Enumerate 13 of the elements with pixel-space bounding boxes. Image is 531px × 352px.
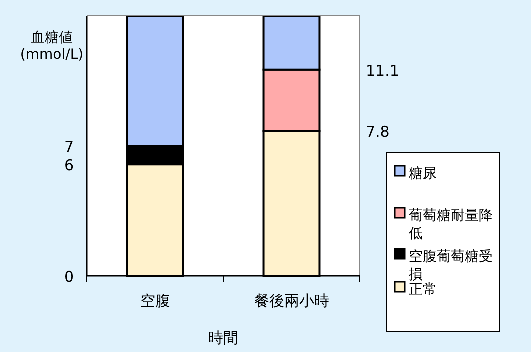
y-tick-label: 6: [64, 156, 74, 175]
legend-label: 葡萄糖耐量降低: [409, 208, 493, 242]
x-axis-title: 時間: [208, 329, 238, 347]
x-tick-label: 餐後兩小時: [254, 292, 330, 310]
y2-tick-label: 11.1: [366, 62, 400, 80]
y-tick-label: 0: [64, 268, 74, 286]
y2-tick-label: 7.8: [366, 123, 390, 142]
y-tick-label: 7: [64, 138, 74, 156]
y-axis-title: 血糖値 (mmol/L): [20, 30, 84, 63]
legend-label: 正常: [409, 282, 437, 298]
legend-label: 糖尿: [409, 166, 437, 182]
x-tick-label: 空腹: [140, 292, 170, 310]
legend-label: 空腹葡萄糖受損: [409, 249, 493, 283]
